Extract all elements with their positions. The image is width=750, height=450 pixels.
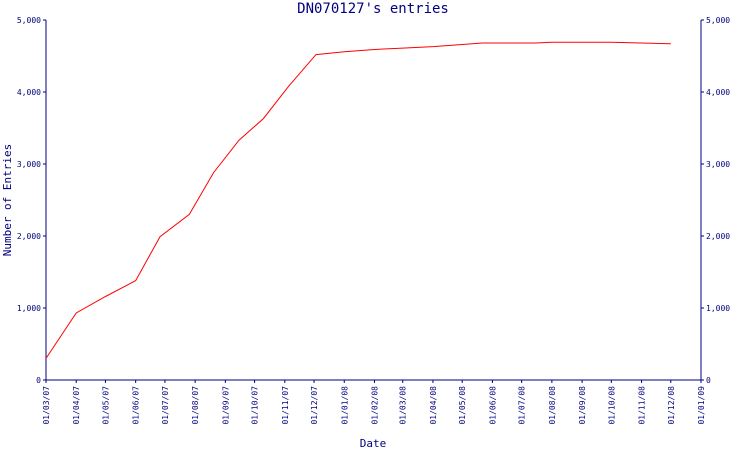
y-tick-label-right: 2,000: [706, 232, 730, 241]
y-tick-label-right: 3,000: [706, 160, 730, 169]
x-tick-label: 01/04/07: [72, 386, 81, 425]
x-tick-label: 01/07/08: [518, 386, 527, 425]
x-tick-label: 01/07/07: [161, 386, 170, 425]
y-tick-label-right: 5,000: [706, 16, 730, 25]
x-tick-label: 01/11/07: [281, 386, 290, 425]
x-tick-label: 01/06/08: [488, 386, 497, 425]
x-tick-label: 01/12/07: [310, 386, 319, 425]
x-tick-label: 01/09/07: [221, 386, 230, 425]
chart-title: DN070127's entries: [297, 1, 449, 17]
y-tick-label-left: 0: [36, 376, 41, 385]
series-line: [45, 41, 671, 359]
x-tick-label: 01/03/08: [399, 386, 408, 425]
x-axis-label: Date: [360, 437, 387, 450]
y-tick-label-left: 2,000: [17, 232, 41, 241]
plot-area: 0 0 1,000 1,000 2,000 2,000 3,000 3,000 4,000 4,0…: [17, 16, 730, 425]
x-tick-label: 01/05/07: [101, 386, 110, 425]
x-tick-label: 01/04/08: [429, 386, 438, 425]
x-tick-label: 01/03/07: [42, 386, 51, 425]
x-tick-label: 01/12/08: [667, 386, 676, 425]
x-tick-label: 01/11/08: [638, 386, 647, 425]
x-tick-label: 01/01/08: [340, 386, 349, 425]
y-tick-label-right: 0: [706, 376, 711, 385]
y-tick-label-left: 1,000: [17, 304, 41, 313]
x-tick-label: 01/10/08: [607, 386, 616, 425]
y-tick-label-left: 4,000: [17, 88, 41, 97]
x-tick-label: 01/05/08: [458, 386, 467, 425]
x-tick-label: 01/10/07: [251, 386, 260, 425]
y-tick-label-right: 1,000: [706, 304, 730, 313]
y-tick-label-left: 5,000: [17, 16, 41, 25]
x-tick-label: 01/02/08: [370, 386, 379, 425]
x-tick-label: 01/01/09: [697, 386, 706, 425]
x-tick-label: 01/08/07: [191, 386, 200, 425]
y-axis-label: Number of Entries: [1, 144, 14, 257]
y-tick-label-left: 3,000: [17, 160, 41, 169]
x-tick-label: 01/06/07: [132, 386, 141, 425]
x-tick-label: 01/08/08: [548, 386, 557, 425]
x-tick-label: 01/09/08: [578, 386, 587, 425]
y-tick-label-right: 4,000: [706, 88, 730, 97]
